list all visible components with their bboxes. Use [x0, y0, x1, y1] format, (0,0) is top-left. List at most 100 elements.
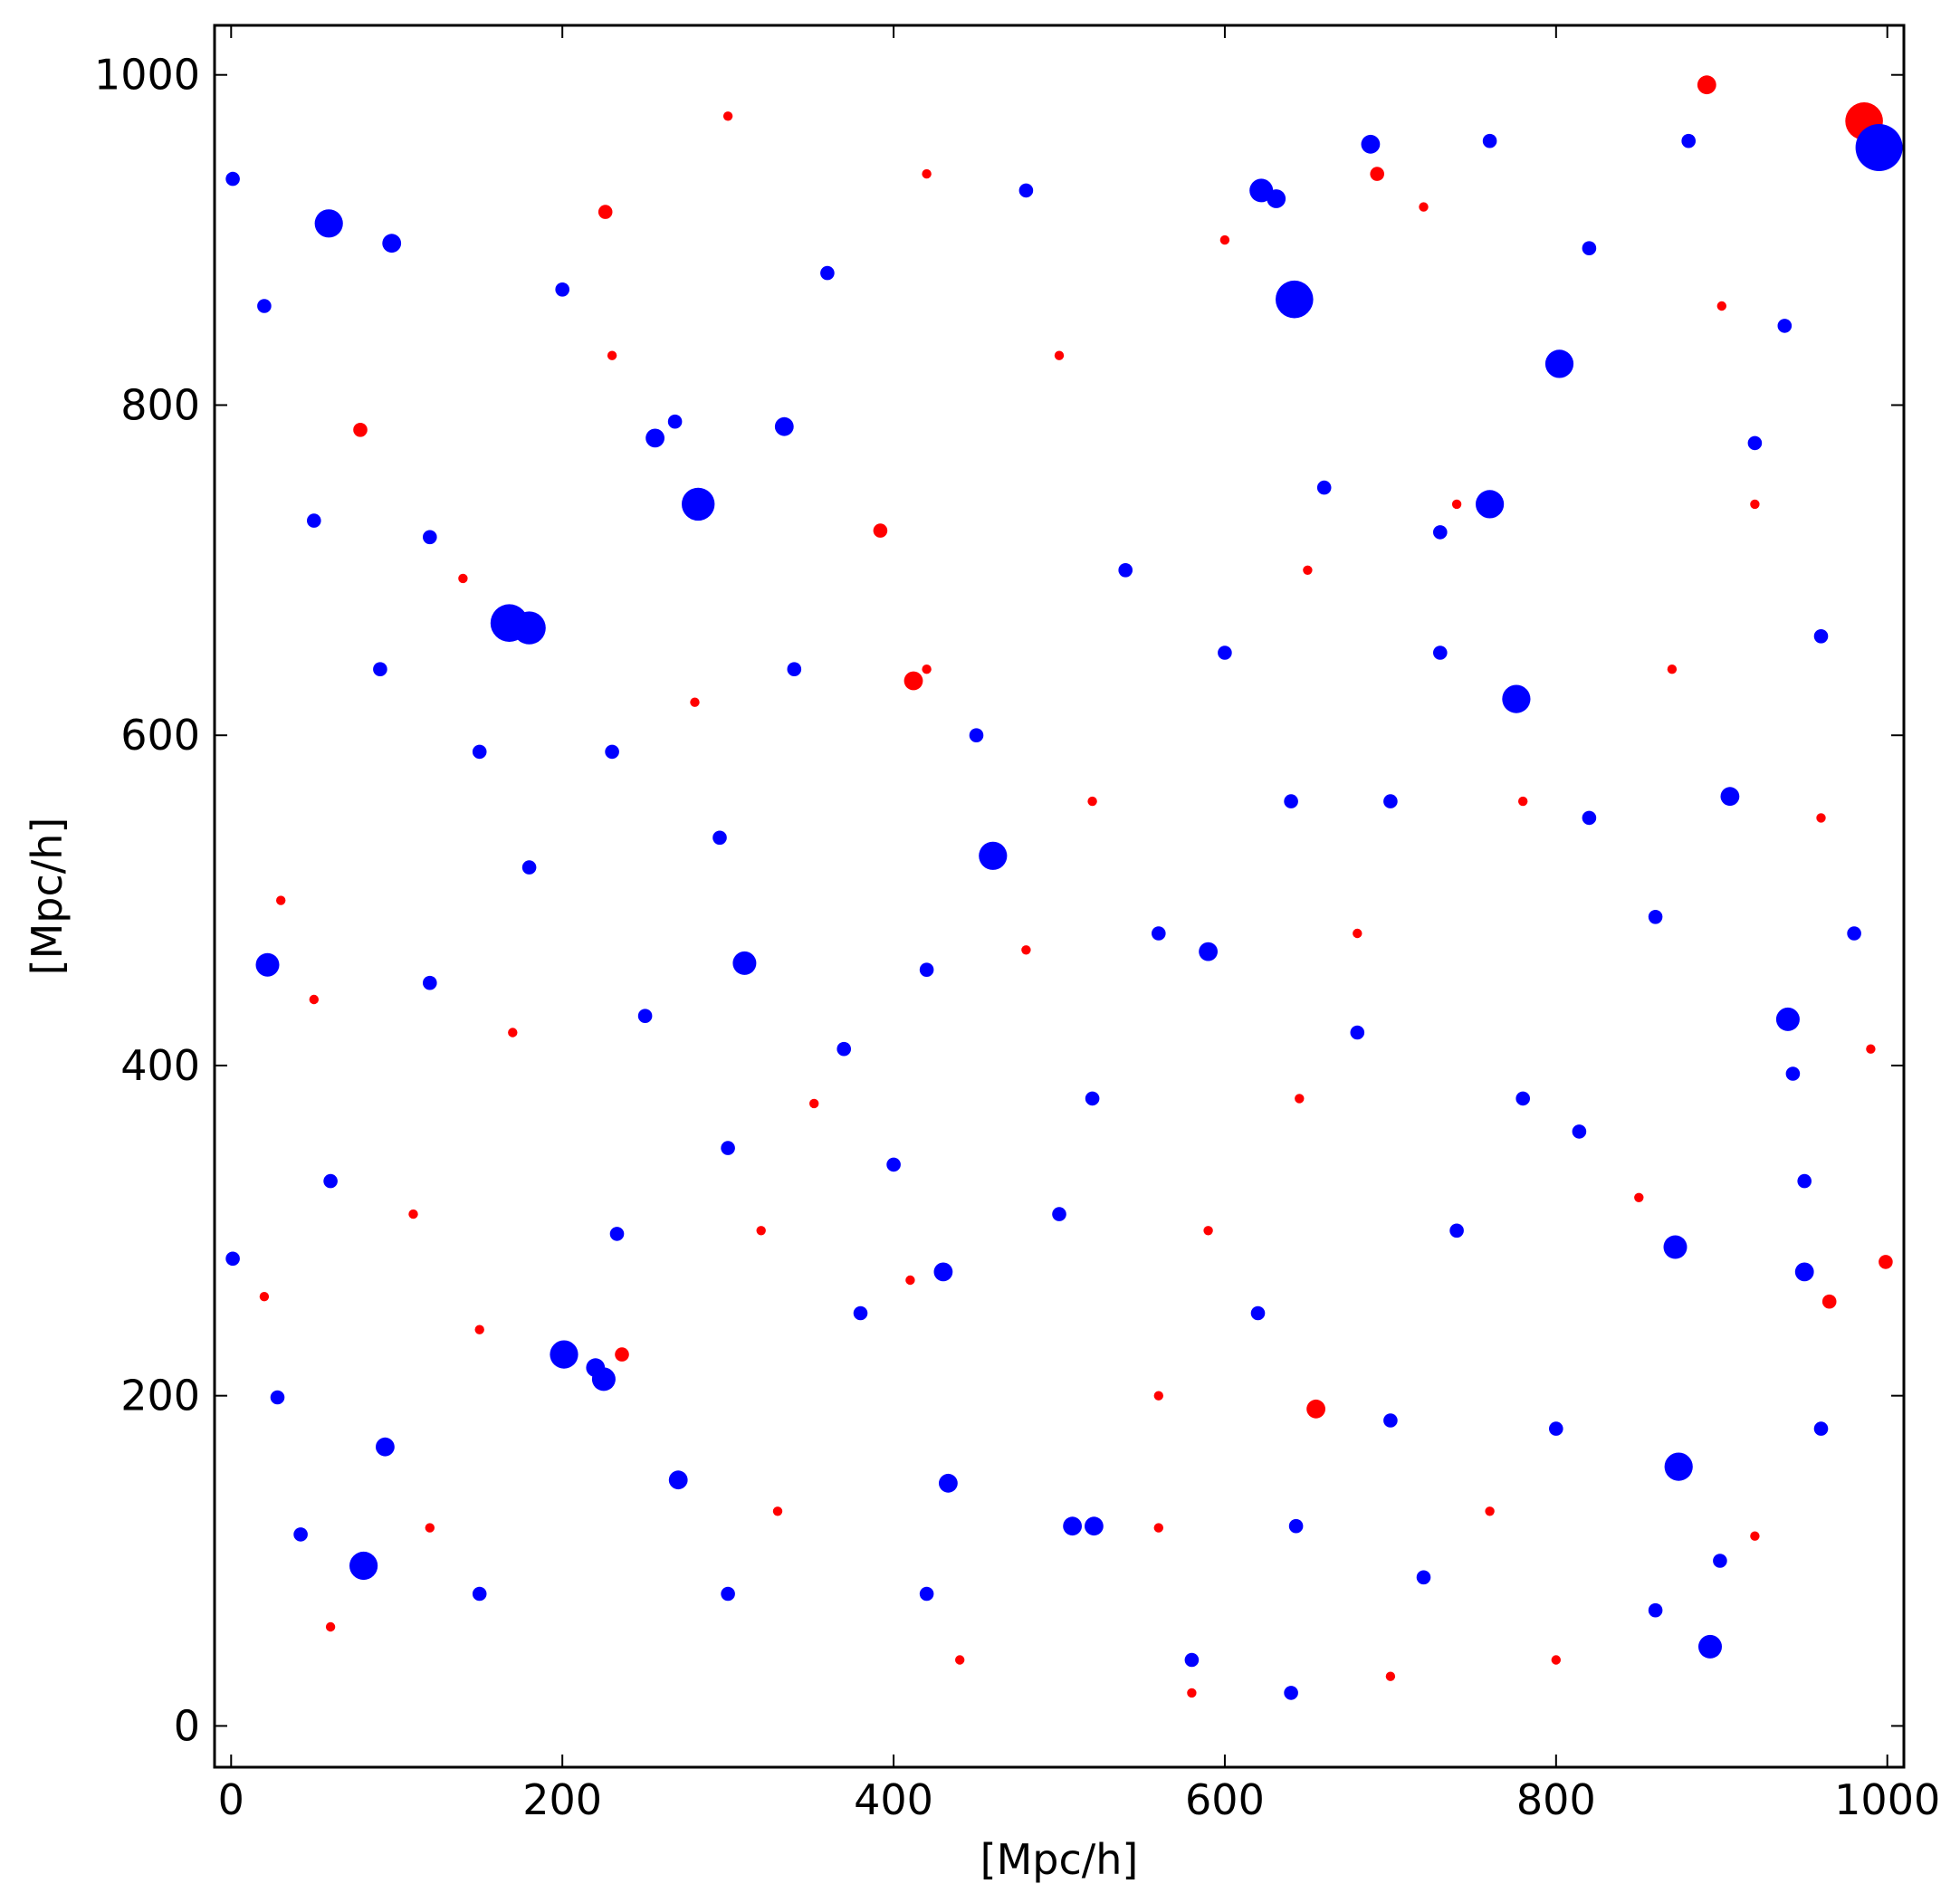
blue-point-90: [1797, 1173, 1812, 1189]
red-point-15: [905, 1275, 915, 1286]
red-point-12: [458, 573, 468, 584]
x-tick-label-3: 600: [1185, 1775, 1265, 1824]
red-point-29: [1667, 665, 1678, 674]
blue-point-28: [1361, 134, 1381, 154]
blue-point-83: [373, 662, 387, 676]
blue-point-48: [609, 1227, 625, 1241]
blue-point-84: [605, 744, 619, 760]
blue-point-17: [1698, 1634, 1722, 1659]
x-tick-label-0: 0: [218, 1775, 244, 1824]
blue-point-68: [1813, 1421, 1829, 1436]
blue-point-76: [1813, 629, 1829, 644]
blue-point-79: [1018, 183, 1034, 198]
x-tick-label-5: 1000: [1834, 1775, 1940, 1824]
blue-point-58: [1316, 480, 1332, 495]
red-point-32: [772, 1506, 783, 1516]
blue-point-69: [721, 1586, 735, 1602]
blue-point-26: [939, 1473, 958, 1493]
red-point-54: [259, 1292, 270, 1302]
blue-point-96: [1582, 810, 1597, 826]
blue-point-47: [712, 830, 727, 846]
red-point-41: [955, 1655, 965, 1665]
blue-point-98: [472, 744, 487, 760]
x-axis-label: [Mpc/h]: [980, 1835, 1139, 1884]
red-point-39: [1153, 1523, 1164, 1533]
red-point-37: [1518, 796, 1528, 807]
blue-point-55: [837, 1041, 851, 1057]
blue-point-35: [225, 1251, 240, 1267]
blue-point-82: [257, 299, 272, 313]
red-point-7: [873, 523, 888, 538]
red-point-26: [276, 895, 286, 905]
plot-frame: [213, 24, 1906, 1769]
red-point-45: [756, 1226, 766, 1236]
red-point-49: [922, 168, 932, 179]
blue-point-34: [1063, 1516, 1082, 1536]
red-point-22: [922, 665, 932, 674]
blue-point-16: [1663, 1235, 1688, 1259]
blue-point-24: [645, 428, 664, 448]
blue-point-71: [637, 1009, 653, 1023]
blue-point-45: [919, 962, 934, 977]
red-point-38: [1750, 499, 1760, 510]
blue-point-86: [969, 728, 984, 742]
red-point-11: [1153, 1391, 1164, 1401]
red-point-19: [309, 994, 319, 1005]
y-tick-label-5: 1000: [94, 51, 200, 100]
y-axis-label: [Mpc/h]: [23, 818, 72, 976]
blue-point-74: [1250, 1305, 1266, 1321]
blue-point-30: [1267, 189, 1286, 208]
blue-point-63: [521, 860, 537, 875]
blue-point-1: [1276, 280, 1314, 319]
red-point-50: [425, 1523, 435, 1533]
red-point-52: [1203, 1226, 1213, 1236]
blue-point-8: [979, 841, 1008, 870]
blue-point-4: [682, 487, 715, 521]
blue-point-87: [1152, 926, 1166, 941]
red-point-8: [1370, 167, 1384, 181]
blue-point-27: [1720, 787, 1740, 807]
blue-point-78: [1482, 133, 1497, 148]
blue-point-40: [1433, 525, 1448, 540]
blue-point-52: [1747, 435, 1763, 451]
red-point-36: [607, 350, 617, 360]
blue-point-25: [774, 416, 794, 436]
y-tick-label-0: 0: [174, 1701, 200, 1750]
red-point-4: [1879, 1255, 1893, 1269]
blue-point-33: [1199, 942, 1218, 961]
blue-point-21: [1085, 1516, 1104, 1536]
blue-point-57: [1118, 563, 1133, 578]
y-axis-ticks: 0 200 400 600 800 1000: [94, 51, 1904, 1750]
red-point-23: [1087, 796, 1097, 807]
y-tick-label-2: 400: [120, 1041, 200, 1090]
red-point-9: [598, 205, 613, 219]
blue-point-56: [1218, 645, 1232, 660]
blue-point-23: [382, 234, 402, 253]
blue-point-72: [853, 1305, 868, 1321]
red-point-14: [1187, 1688, 1197, 1698]
blue-point-11: [1476, 490, 1505, 519]
blue-point-36: [225, 171, 240, 186]
blue-point-50: [1383, 1413, 1398, 1428]
blue-point-3: [512, 611, 546, 645]
blue-point-54: [307, 513, 321, 528]
blue-point-93: [423, 975, 437, 990]
blue-point-10: [1664, 1452, 1693, 1481]
blue-point-94: [1284, 794, 1298, 808]
blue-point-66: [1416, 1570, 1431, 1585]
red-point-1: [1697, 75, 1716, 95]
red-point-53: [690, 697, 700, 707]
blue-point-59: [1383, 794, 1398, 808]
blue-point-43: [1582, 241, 1597, 256]
blue-point-95: [1433, 645, 1448, 660]
blue-point-64: [919, 1586, 934, 1602]
red-point-27: [1385, 1671, 1396, 1681]
red-point-42: [1353, 928, 1362, 939]
blue-point-9: [1502, 684, 1531, 713]
blue-point-89: [1515, 1091, 1530, 1106]
red-point-10: [615, 1347, 629, 1362]
blue-point-46: [667, 414, 683, 429]
y-tick-label-1: 200: [120, 1372, 200, 1420]
